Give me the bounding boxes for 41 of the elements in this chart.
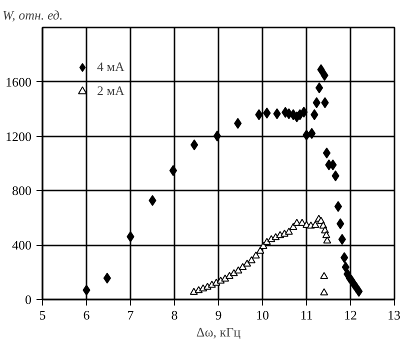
- point: [323, 236, 332, 244]
- x-tick-label: 11: [300, 308, 313, 322]
- x-tick-label: 5: [39, 308, 46, 322]
- point: [204, 282, 212, 290]
- y-tick-label: 400: [12, 238, 32, 253]
- y-tick-label: 800: [12, 183, 32, 198]
- point: [334, 200, 342, 212]
- x-tick-label: 10: [256, 308, 269, 322]
- point: [190, 288, 198, 295]
- point: [243, 260, 252, 267]
- point: [190, 139, 198, 150]
- x-tick-label: 8: [171, 308, 178, 322]
- x-tick-label: 6: [83, 308, 90, 322]
- point: [322, 231, 330, 238]
- y-tick-label: 1200: [6, 128, 32, 144]
- point: [262, 238, 271, 245]
- point: [320, 288, 328, 296]
- point: [322, 148, 331, 159]
- point: [311, 220, 320, 228]
- point: [213, 130, 222, 142]
- point: [234, 266, 242, 274]
- point: [226, 272, 234, 279]
- point: [103, 272, 112, 284]
- y-axis-title: W, отн. ед.: [2, 8, 63, 22]
- x-tick-label: 13: [388, 308, 400, 322]
- y-tick-label: 0: [25, 292, 32, 307]
- point: [248, 256, 256, 264]
- point: [315, 82, 324, 94]
- x-axis-title: Δω, кГц: [196, 324, 241, 340]
- point: [320, 272, 328, 280]
- y-tick-label: 1600: [6, 74, 32, 90]
- point: [252, 251, 260, 258]
- x-tick-label: 7: [127, 308, 134, 322]
- point: [308, 128, 316, 139]
- x-tick-label: 12: [344, 308, 357, 322]
- point: [169, 165, 178, 176]
- x-tick-label: 9: [215, 308, 222, 322]
- point: [238, 263, 247, 270]
- point: [284, 228, 293, 235]
- legend-label: 4 мА: [97, 59, 124, 75]
- legend-label: 2 мА: [97, 83, 124, 99]
